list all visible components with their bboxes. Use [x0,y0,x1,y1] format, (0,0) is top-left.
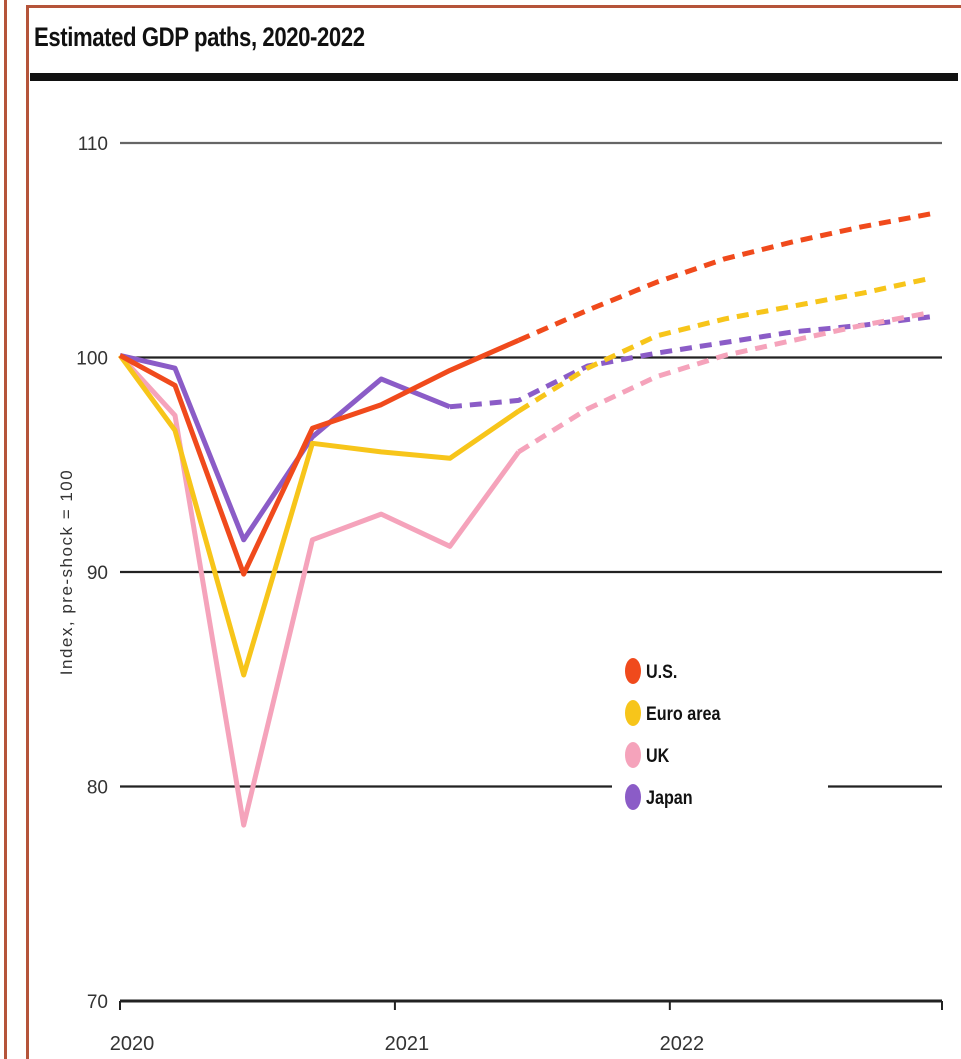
y-tick-label-110: 110 [78,134,108,155]
series-euro-area-actual [117,353,521,678]
x-tick-label-2022: 2022 [660,1033,705,1055]
series-lines [117,211,932,828]
x-tick-label-2021: 2021 [385,1033,430,1055]
legend-label-euro-area: Euro area [646,703,721,725]
left-panel-border [0,0,7,1059]
series-japan-forecast [449,314,932,410]
legend-label-u-s: U.S. [646,661,677,683]
y-tick-label-70: 70 [87,992,108,1013]
series-u-s-actual [118,338,520,577]
y-tick-label-90: 90 [87,563,108,584]
y-tick-label-100: 100 [76,349,108,370]
legend-marker-uk [625,742,641,768]
series-euro-area-forecast [517,275,932,414]
y-axis-label: Index, pre-shock = 100 [57,469,76,675]
grid-lines [120,141,942,788]
x-axis: 2020 2021 2022 [110,999,943,1055]
legend-marker-u-s [625,658,641,684]
legend-marker-japan [625,784,641,810]
series-uk-forecast [517,310,932,455]
y-tick-labels: 110 100 90 80 70 [76,134,108,1013]
legend-marker-euro-area [625,700,641,726]
legend: U.S. Euro area UK Japan [625,658,721,810]
y-tick-label-80: 80 [87,778,108,799]
series-u-s-forecast [517,211,932,343]
series-uk-actual [118,353,521,828]
legend-label-uk: UK [646,745,670,767]
legend-label-japan: Japan [646,787,693,809]
series-japan-actual [119,352,451,543]
chart-card-border [26,5,961,1059]
chart-title: Estimated GDP paths, 2020-2022 [34,22,365,52]
title-rule [30,73,958,81]
x-tick-label-2020: 2020 [110,1033,155,1055]
